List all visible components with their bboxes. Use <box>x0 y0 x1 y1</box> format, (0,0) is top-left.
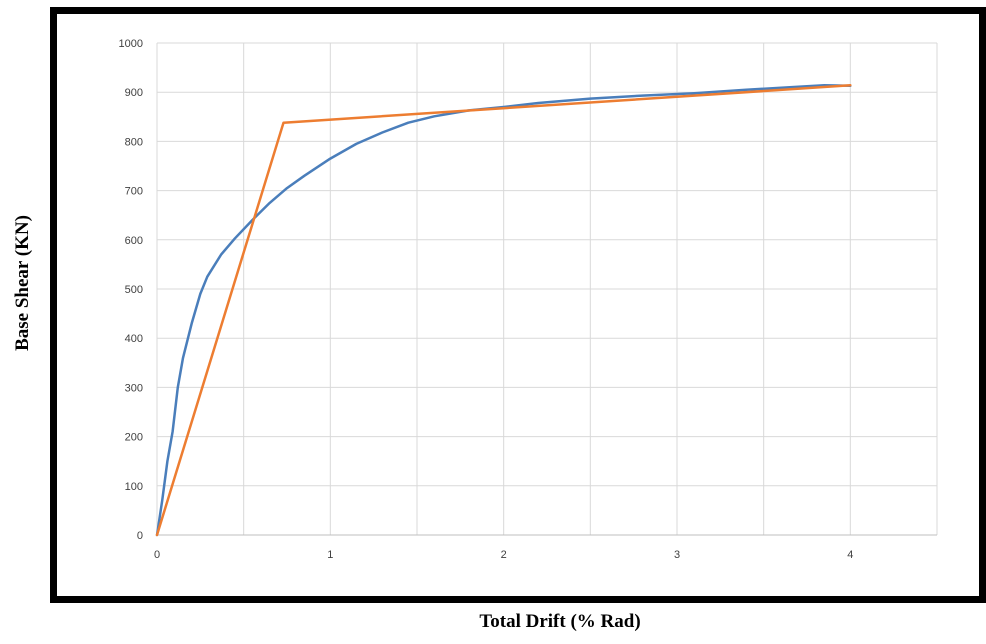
x-tick-label: 1 <box>327 549 333 561</box>
y-tick-label: 800 <box>125 136 143 148</box>
y-tick-label: 600 <box>125 235 143 247</box>
y-tick-label: 200 <box>125 432 143 444</box>
series-line-1 <box>155 84 852 537</box>
y-tick-label: 500 <box>125 284 143 296</box>
x-tick-label: 3 <box>674 549 680 561</box>
x-tick-label: 0 <box>154 549 160 561</box>
y-tick-label: 700 <box>125 186 143 198</box>
y-tick-label: 900 <box>125 87 143 99</box>
y-axis-label: Base Shear (KN) <box>12 214 33 351</box>
x-tick-label: 4 <box>847 549 853 561</box>
y-tick-label: 400 <box>125 333 143 345</box>
y-tick-label: 0 <box>137 530 143 542</box>
y-axis-label-container: Base Shear (KN) <box>6 160 40 405</box>
axes <box>156 43 937 536</box>
series-line-2 <box>155 84 852 537</box>
y-tick-label: 300 <box>125 382 143 394</box>
y-tick-label: 100 <box>125 481 143 493</box>
gridlines <box>157 42 938 535</box>
x-tick-label: 2 <box>501 549 507 561</box>
y-tick-label: 1000 <box>119 38 143 50</box>
x-axis-label: Total Drift (% Rad) <box>479 611 641 632</box>
series-lines <box>155 84 852 537</box>
tick-labels: 0 100 200 300 400 500 600 700 800 900 1000 0 1 2 3 4 <box>119 38 854 561</box>
